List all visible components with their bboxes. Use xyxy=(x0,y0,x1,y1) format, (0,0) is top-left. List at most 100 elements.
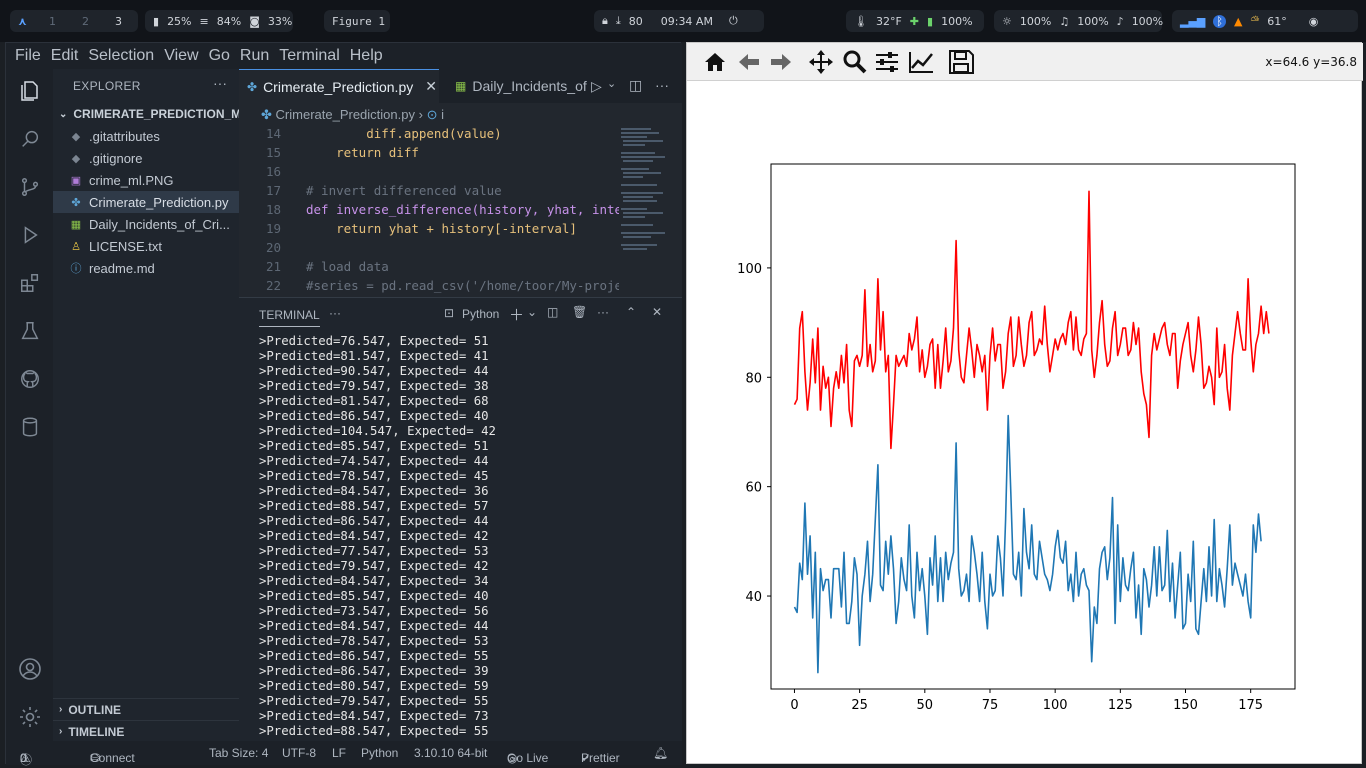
menu-selection[interactable]: Selection xyxy=(88,47,155,64)
lock-icon[interactable]: 🔒︎ xyxy=(602,14,608,27)
line-number: 18 xyxy=(265,202,281,217)
headphones-icon[interactable]: ♫ xyxy=(1059,14,1070,28)
code-line: #series = pd.read_csv('/home/toor/My-pro… xyxy=(306,278,619,293)
launcher-icon[interactable]: ⋏ xyxy=(18,14,27,28)
vlc-icon[interactable]: ▲ xyxy=(1234,14,1243,28)
settings-gear-icon[interactable] xyxy=(16,703,44,731)
file-gitignore[interactable]: ◆ .gitignore xyxy=(53,147,239,169)
close-panel-icon[interactable]: ✕ xyxy=(652,305,663,319)
code-line: # load data xyxy=(306,259,389,274)
code-editor[interactable]: 14 diff.append(value) 15 return diff 16 … xyxy=(239,126,619,294)
menu-go[interactable]: Go xyxy=(208,47,230,64)
menu-edit[interactable]: Edit xyxy=(50,47,79,64)
bell-icon[interactable]: 🔔︎ xyxy=(653,746,669,760)
breadcrumb-symbol[interactable]: i xyxy=(441,107,444,122)
save-figure-icon[interactable] xyxy=(947,49,975,75)
project-folder[interactable]: ⌄ CRIMERATE_PREDICTION_ML... xyxy=(53,103,239,125)
zoom-magnifier-icon[interactable] xyxy=(841,49,869,75)
workspace-3[interactable]: 3 xyxy=(114,14,122,28)
x-tick-label: 100 xyxy=(1043,698,1068,713)
active-window-title[interactable]: Figure 1 xyxy=(324,10,390,32)
file-gitattributes[interactable]: ◆ .gitattributes xyxy=(53,125,239,147)
terminal-shell-name[interactable]: Python xyxy=(462,307,500,321)
run-file-icon[interactable]: ▷ xyxy=(591,78,602,94)
maximize-panel-icon[interactable]: ⌃ xyxy=(626,305,637,319)
go-live-label: Go Live xyxy=(507,751,549,765)
weather-icon: ⛅︎ xyxy=(1250,14,1260,27)
file-label: readme.md xyxy=(89,260,155,276)
run-dropdown-icon[interactable]: ⌄ xyxy=(607,78,617,90)
error-count: 0 xyxy=(20,751,27,765)
notification-icon[interactable]: ◉ xyxy=(1308,14,1319,28)
line-chart[interactable]: 0 25 50 75 100 125 150 175 40 60 80 100 xyxy=(687,81,1361,763)
power-icon[interactable]: ⏻ xyxy=(728,14,738,27)
terminal-output[interactable]: >Predicted=76.547, Expected= 51 >Predict… xyxy=(259,334,496,739)
file-label: .gitattributes xyxy=(89,128,160,144)
home-icon[interactable] xyxy=(701,49,729,75)
new-terminal-icon[interactable]: ＋ xyxy=(509,307,525,324)
file-label: LICENSE.txt xyxy=(89,238,162,254)
workspace-1[interactable]: 1 xyxy=(48,14,56,28)
search-icon[interactable] xyxy=(16,125,44,153)
menu-run[interactable]: Run xyxy=(239,47,270,64)
bluetooth-icon[interactable]: ᛒ xyxy=(1213,14,1226,28)
file-crime-ml-png[interactable]: ▣ crime_ml.PNG xyxy=(53,169,239,191)
eol-indicator[interactable]: LF xyxy=(332,746,347,760)
timeline-section[interactable]: › TIMELINE xyxy=(53,720,239,742)
more-actions-icon[interactable]: ··· xyxy=(655,77,669,93)
edit-axes-icon[interactable] xyxy=(907,49,935,75)
cpu-usage: 25% xyxy=(167,14,192,28)
tab-size-indicator[interactable]: Tab Size: 4 xyxy=(209,746,269,760)
minimap[interactable] xyxy=(619,126,679,266)
explorer-more-icon[interactable]: ··· xyxy=(213,75,227,91)
terminal-line: >Predicted=78.547, Expected= 45 xyxy=(259,469,489,483)
testing-icon[interactable] xyxy=(16,317,44,345)
explorer-icon[interactable] xyxy=(16,77,44,105)
forward-arrow-icon[interactable] xyxy=(767,49,795,75)
file-crimerate-prediction[interactable]: ✤ Crimerate_Prediction.py xyxy=(53,191,239,213)
file-readme[interactable]: ⓘ readme.md xyxy=(53,257,239,279)
file-license[interactable]: ♙ LICENSE.txt xyxy=(53,235,239,257)
extensions-icon[interactable] xyxy=(16,269,44,297)
language-mode[interactable]: Python xyxy=(361,746,399,760)
back-arrow-icon[interactable] xyxy=(735,49,763,75)
menu-file[interactable]: File xyxy=(15,47,41,64)
close-icon[interactable]: ✕ xyxy=(425,78,437,94)
database-icon[interactable] xyxy=(16,413,44,441)
tab-crimerate-prediction[interactable]: ✤ Crimerate_Prediction.py ✕ xyxy=(239,69,439,103)
clock[interactable]: 09:34 AM xyxy=(660,14,713,28)
terminal-dropdown-icon[interactable]: ⌄ xyxy=(527,305,538,319)
file-label: Daily_Incidents_of_Cri... xyxy=(89,216,230,232)
source-control-icon[interactable] xyxy=(16,173,44,201)
window-title-text: Figure 1 xyxy=(332,14,385,28)
workspace-2[interactable]: 2 xyxy=(81,14,89,28)
split-editor-icon[interactable]: ◫ xyxy=(629,77,643,93)
plus-icon: ✚ xyxy=(909,14,920,28)
breadcrumb-file[interactable]: Crimerate_Prediction.py xyxy=(275,107,415,122)
pan-move-icon[interactable] xyxy=(807,49,835,75)
file-daily-incidents[interactable]: ▦ Daily_Incidents_of_Cri... xyxy=(53,213,239,235)
split-terminal-icon[interactable]: ◫ xyxy=(547,305,559,319)
terminal-line: >Predicted=84.547, Expected= 42 xyxy=(259,529,489,543)
menu-terminal[interactable]: Terminal xyxy=(279,47,340,64)
account-icon[interactable] xyxy=(16,655,44,683)
run-debug-icon[interactable] xyxy=(16,221,44,249)
encoding-indicator[interactable]: UTF-8 xyxy=(282,746,316,760)
signal-icon[interactable]: ▂▄▆ xyxy=(1180,14,1206,28)
menu-view[interactable]: View xyxy=(164,47,199,64)
tab-daily-incidents[interactable]: ▦ Daily_Incidents_of xyxy=(447,69,587,103)
terminal-more-icon[interactable]: ··· xyxy=(329,306,341,320)
menu-help[interactable]: Help xyxy=(349,47,383,64)
configure-subplots-icon[interactable] xyxy=(873,49,901,75)
python-interpreter[interactable]: 3.10.10 64-bit xyxy=(414,746,488,760)
figure-toolbar: x=64.6 y=36.8 xyxy=(687,43,1363,81)
mic-icon[interactable]: ♪ xyxy=(1116,14,1124,28)
brightness-icon[interactable]: ☼ xyxy=(1002,14,1012,28)
project-name: CRIMERATE_PREDICTION_ML... xyxy=(73,107,239,121)
github-icon[interactable] xyxy=(16,365,44,393)
outline-section[interactable]: › OUTLINE xyxy=(53,698,239,720)
trash-icon[interactable]: 🗑︎ xyxy=(572,305,588,319)
broadcast-icon: ◎ xyxy=(507,751,518,765)
terminal-tab[interactable]: TERMINAL xyxy=(259,308,320,327)
terminal-actions-icon[interactable]: ··· xyxy=(597,305,609,319)
